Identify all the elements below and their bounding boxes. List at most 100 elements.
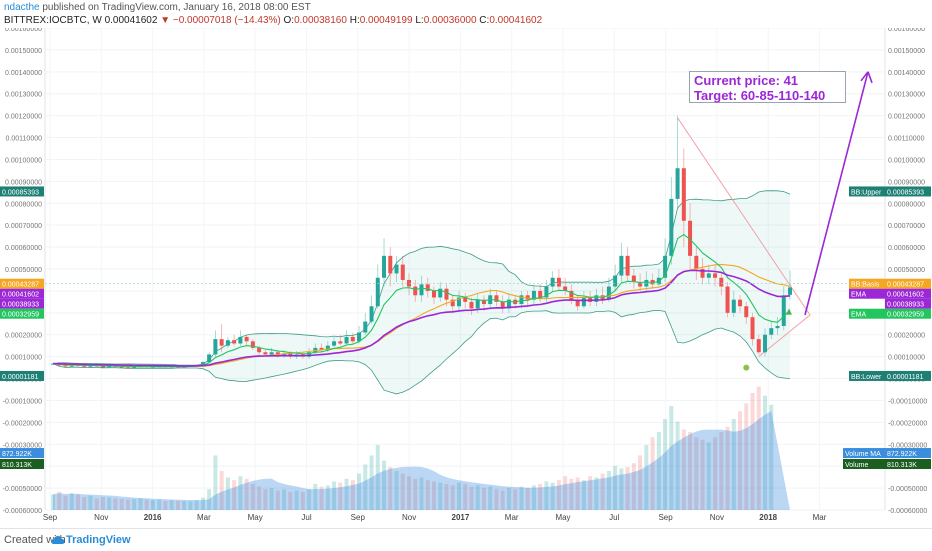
ema-slow-line bbox=[52, 269, 791, 367]
candle-body bbox=[594, 295, 599, 302]
volume-bar bbox=[744, 403, 749, 510]
price-label-name-bg bbox=[849, 308, 885, 319]
y-tick-label-right: 0.00020000 bbox=[888, 333, 925, 340]
volume-bar bbox=[531, 485, 536, 510]
volume-bar bbox=[94, 498, 99, 510]
volume-bar bbox=[431, 481, 436, 510]
volume-bar bbox=[750, 393, 755, 510]
y-tick-label-right: -0.00060000 bbox=[888, 508, 927, 515]
candle-body bbox=[100, 366, 105, 368]
x-tick-label: Sep bbox=[351, 513, 366, 522]
y-tick-label-left: -0.00030000 bbox=[3, 442, 42, 449]
volume-bar bbox=[107, 497, 112, 510]
x-tick-label: 2018 bbox=[759, 513, 777, 522]
candle-body bbox=[581, 297, 586, 307]
candle-body bbox=[438, 288, 443, 298]
ohlc-value: 0.00049199 bbox=[359, 15, 413, 26]
candle-body bbox=[207, 354, 212, 363]
candle-body bbox=[669, 198, 674, 256]
x-tick-label: 2016 bbox=[144, 513, 162, 522]
candle-body bbox=[456, 297, 461, 307]
volume-bar bbox=[738, 411, 743, 510]
y-tick-label-right: 0.00060000 bbox=[888, 245, 925, 252]
target-arrow bbox=[804, 71, 869, 316]
candle-body bbox=[225, 340, 230, 346]
price-label-left-bg bbox=[0, 298, 44, 309]
volume-bar bbox=[638, 455, 643, 510]
volume-bar bbox=[594, 477, 599, 510]
candle-body bbox=[569, 290, 574, 300]
candle-body bbox=[63, 365, 68, 367]
volume-bar bbox=[388, 467, 393, 510]
price-label-value: 0.00032959 bbox=[887, 312, 924, 319]
bollinger-lower bbox=[52, 309, 791, 395]
volume-bar bbox=[494, 489, 499, 510]
candle-body bbox=[88, 365, 93, 367]
author-name[interactable]: ndacthe bbox=[4, 2, 40, 13]
x-tick-label: Mar bbox=[197, 513, 211, 522]
candle-body bbox=[719, 277, 724, 287]
candle-body bbox=[706, 273, 711, 278]
candle-body bbox=[325, 345, 330, 351]
candle-body bbox=[469, 301, 474, 309]
candle-body bbox=[413, 286, 418, 296]
volume-bar bbox=[731, 419, 736, 510]
ohlc-values: O:0.00038160 H:0.00049199 L:0.00036000 C… bbox=[284, 15, 543, 26]
volume-bar bbox=[481, 487, 486, 510]
publish-header: ndacthe published on TradingView.com, Ja… bbox=[4, 2, 311, 13]
price-label-left-bg bbox=[0, 308, 44, 319]
price-label-value: 0.00038933 bbox=[887, 302, 924, 309]
price-chart[interactable]: 0.00160000 0.00160000 0.00150000 0.00150000… bbox=[0, 28, 932, 528]
volume-bar bbox=[419, 477, 424, 510]
candle-body bbox=[269, 352, 274, 355]
price-label-left-value: 0.00041602 bbox=[2, 292, 39, 299]
volume-bar bbox=[294, 490, 299, 510]
target-annotation[interactable]: Current price: 41 Target: 60-85-110-140 bbox=[689, 71, 846, 103]
volume-bar bbox=[69, 493, 74, 510]
x-tick-label: Jul bbox=[609, 513, 619, 522]
ohlc-key: L: bbox=[412, 15, 424, 26]
y-tick-label-right: 0.00080000 bbox=[888, 201, 925, 208]
volume-bar bbox=[625, 467, 630, 510]
price-label-name: BB:Lower bbox=[851, 374, 882, 381]
price-label-bg bbox=[885, 448, 931, 459]
price-label-name-bg bbox=[843, 448, 885, 459]
y-tick-label-left: 0.00060000 bbox=[5, 245, 42, 252]
candle-body bbox=[788, 287, 792, 295]
price-change: −0.00007018 (−14.43%) bbox=[172, 15, 281, 26]
price-label-name-bg bbox=[849, 288, 885, 299]
price-label-value: 810.313K bbox=[887, 462, 917, 469]
y-tick-label-left: -0.00020000 bbox=[3, 420, 42, 427]
candle-body bbox=[744, 306, 749, 318]
price-label-left-value: 0.00038933 bbox=[2, 302, 39, 309]
volume-bar bbox=[244, 478, 249, 510]
candle-body bbox=[538, 290, 543, 298]
candle-body bbox=[363, 321, 368, 333]
candle-body bbox=[250, 341, 255, 348]
ohlc-value: 0.00038160 bbox=[294, 15, 347, 26]
volume-bar bbox=[175, 500, 180, 510]
price-label-name-bg bbox=[849, 186, 885, 197]
volume-bar bbox=[269, 487, 274, 510]
volume-ma-area bbox=[53, 410, 790, 510]
volume-bar bbox=[588, 476, 593, 510]
x-tick-label: Nov bbox=[710, 513, 724, 522]
price-label-value: 0.00043287 bbox=[887, 282, 924, 289]
volume-bar bbox=[132, 498, 137, 510]
volume-bar bbox=[332, 481, 337, 510]
price-label-name: Volume bbox=[845, 462, 868, 469]
triangle-pattern bbox=[677, 117, 811, 358]
candle-body bbox=[344, 336, 349, 344]
volume-bar bbox=[719, 432, 724, 510]
tradingview-brand[interactable]: TradingView bbox=[66, 534, 131, 546]
volume-bar bbox=[250, 484, 255, 510]
candle-body bbox=[475, 299, 480, 309]
volume-bar bbox=[425, 480, 430, 510]
volume-bar bbox=[413, 478, 418, 510]
volume-bar bbox=[163, 500, 168, 510]
y-tick-label-left: 0.00070000 bbox=[5, 223, 42, 230]
candle-body bbox=[200, 362, 205, 365]
volume-bar bbox=[275, 490, 280, 510]
candle-body bbox=[544, 286, 549, 298]
volume-bar bbox=[282, 489, 287, 510]
